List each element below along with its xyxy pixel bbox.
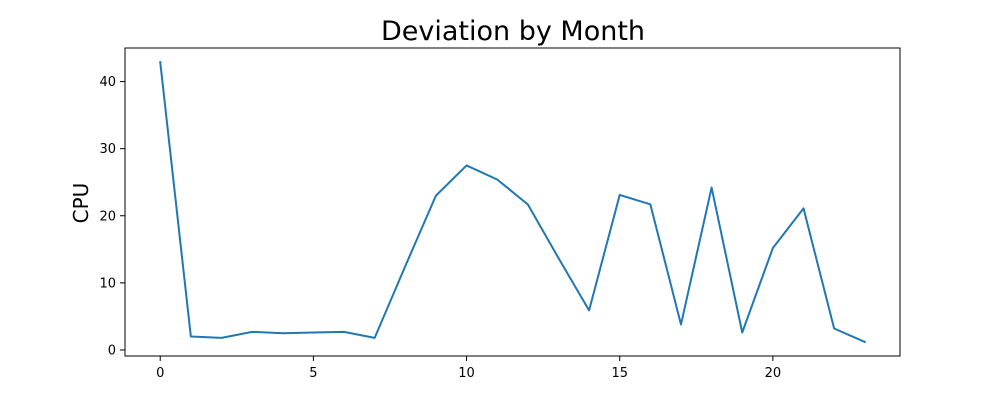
y-tick-label: 0	[108, 343, 116, 358]
y-axis-label: CPU	[69, 183, 93, 224]
x-tick-label: 20	[765, 366, 782, 381]
x-tick-label: 15	[611, 366, 628, 381]
x-tick-label: 0	[156, 366, 164, 381]
y-tick-label: 40	[99, 75, 116, 90]
plot-area: 0 5 10 15 20 0 10 20 30 40	[99, 47, 901, 381]
axes-frame	[124, 47, 901, 357]
x-tick-label: 10	[458, 366, 475, 381]
chart-title: Deviation by Month	[381, 16, 645, 47]
y-tick-label: 10	[99, 276, 116, 291]
series-line	[159, 60, 867, 344]
x-tick-label: 5	[309, 366, 317, 381]
y-tick-label: 20	[99, 209, 116, 224]
y-tick-label: 30	[99, 142, 116, 157]
